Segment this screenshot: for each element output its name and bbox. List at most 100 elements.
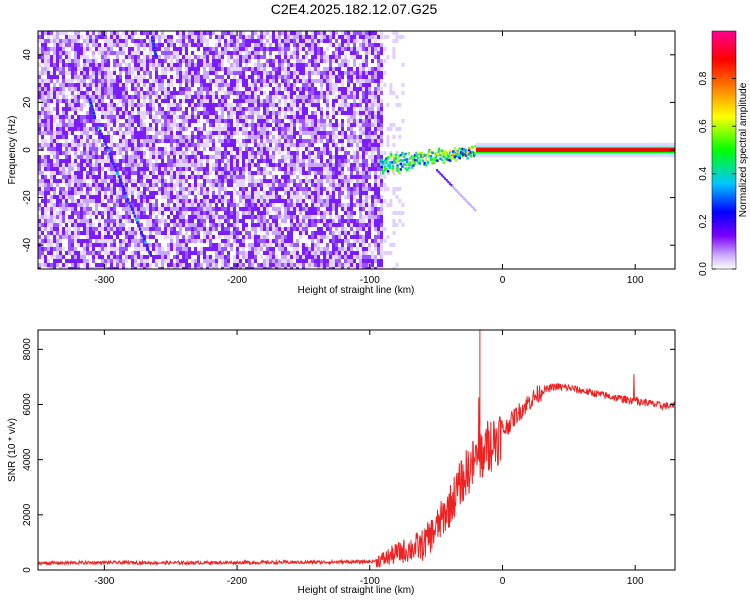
heatmap-cell bbox=[257, 191, 260, 195]
heatmap-cell bbox=[245, 207, 248, 211]
heatmap-cell bbox=[152, 151, 155, 155]
heatmap-cell bbox=[263, 55, 266, 59]
heatmap-cell bbox=[335, 187, 338, 191]
heatmap-cell bbox=[227, 55, 230, 59]
heatmap-cell bbox=[296, 263, 299, 267]
heatmap-cell bbox=[350, 263, 353, 267]
heatmap-cell bbox=[194, 175, 197, 179]
heatmap-cell bbox=[134, 187, 137, 191]
heatmap-cell bbox=[323, 215, 326, 219]
heatmap-cell bbox=[98, 51, 101, 55]
heatmap-cell bbox=[92, 55, 95, 59]
heatmap-cell bbox=[278, 147, 281, 151]
heatmap-cell bbox=[125, 211, 128, 215]
heatmap-cell bbox=[62, 227, 65, 231]
heatmap-cell bbox=[143, 91, 146, 95]
heatmap-cell bbox=[341, 247, 344, 251]
heatmap-cell bbox=[272, 183, 275, 187]
heatmap-cell bbox=[239, 183, 242, 187]
heatmap-cell bbox=[260, 123, 263, 127]
heatmap-cell bbox=[230, 235, 233, 239]
heatmap-cell bbox=[140, 215, 143, 219]
heatmap-cell bbox=[284, 51, 287, 55]
heatmap-cell bbox=[293, 31, 296, 35]
heatmap-cell bbox=[266, 267, 269, 269]
heatmap-cell bbox=[290, 219, 293, 223]
heatmap-cell bbox=[266, 99, 269, 103]
heatmap-cell bbox=[161, 71, 164, 75]
heatmap-cell bbox=[137, 255, 140, 259]
heatmap-cell bbox=[182, 171, 185, 175]
heatmap-cell bbox=[200, 55, 203, 59]
heatmap-cell bbox=[80, 239, 83, 243]
heatmap-cell bbox=[347, 43, 350, 47]
heatmap-cell bbox=[113, 179, 116, 183]
heatmap-cell bbox=[95, 147, 98, 151]
heatmap-cell bbox=[170, 171, 173, 175]
heatmap-cell bbox=[134, 147, 137, 151]
heatmap-cell bbox=[56, 115, 59, 119]
heatmap-cell bbox=[317, 151, 320, 155]
heatmap-cell bbox=[338, 131, 341, 135]
heatmap-cell bbox=[65, 115, 68, 119]
heatmap-cell bbox=[149, 71, 152, 75]
heatmap-cell bbox=[293, 43, 296, 47]
heatmap-cell bbox=[269, 55, 272, 59]
heatmap-cell bbox=[209, 255, 212, 259]
heatmap-cell bbox=[131, 115, 134, 119]
heatmap-cell bbox=[329, 191, 332, 195]
heatmap-cell bbox=[287, 87, 290, 91]
heatmap-cell bbox=[113, 103, 116, 107]
heatmap-cell bbox=[131, 35, 134, 39]
heatmap-cell bbox=[296, 55, 299, 59]
heatmap-cell bbox=[218, 251, 221, 255]
heatmap-cell bbox=[344, 231, 347, 235]
heatmap-cell bbox=[176, 131, 179, 135]
heatmap-cell bbox=[146, 147, 149, 151]
heatmap-cell bbox=[128, 147, 131, 151]
heatmap-cell bbox=[242, 171, 245, 175]
heatmap-cell bbox=[308, 99, 311, 103]
heatmap-cell bbox=[227, 71, 230, 75]
heatmap-cell bbox=[230, 91, 233, 95]
heatmap-cell bbox=[344, 111, 347, 115]
heatmap-cell bbox=[233, 39, 236, 43]
heatmap-cell bbox=[242, 107, 245, 111]
heatmap-cell bbox=[338, 223, 341, 227]
heatmap-cell bbox=[41, 91, 44, 95]
heatmap-cell bbox=[296, 227, 299, 231]
heatmap-cell bbox=[155, 139, 158, 143]
heatmap-cell bbox=[143, 127, 146, 131]
heatmap-cell bbox=[116, 119, 119, 123]
heatmap-cell bbox=[263, 51, 266, 55]
heatmap-cell bbox=[86, 159, 89, 163]
heatmap-cell bbox=[113, 199, 116, 203]
heatmap-cell bbox=[206, 111, 209, 115]
heatmap-cell bbox=[296, 79, 299, 83]
heatmap-cell bbox=[338, 187, 341, 191]
heatmap-cell bbox=[212, 55, 215, 59]
heatmap-cell bbox=[95, 79, 98, 83]
heatmap-cell bbox=[290, 75, 293, 79]
heatmap-cell bbox=[161, 111, 164, 115]
heatmap-cell bbox=[119, 259, 122, 263]
heatmap-cell bbox=[308, 83, 311, 87]
heatmap-cell bbox=[83, 51, 86, 55]
heatmap-cell bbox=[134, 167, 137, 171]
heatmap-cell bbox=[215, 115, 218, 119]
heatmap-cell bbox=[77, 219, 80, 223]
heatmap-cell bbox=[125, 219, 128, 223]
heatmap-cell bbox=[305, 155, 308, 159]
heatmap-cell bbox=[56, 95, 59, 99]
heatmap-cell bbox=[308, 151, 311, 155]
heatmap-cell bbox=[341, 91, 344, 95]
heatmap-cell bbox=[203, 215, 206, 219]
heatmap-cell bbox=[275, 35, 278, 39]
heatmap-cell bbox=[305, 131, 308, 135]
heatmap-cell bbox=[350, 107, 353, 111]
heatmap-cell bbox=[326, 75, 329, 79]
heatmap-cell bbox=[296, 219, 299, 223]
heatmap-cell bbox=[179, 115, 182, 119]
heatmap-cell bbox=[53, 107, 56, 111]
heatmap-cell bbox=[83, 67, 86, 71]
